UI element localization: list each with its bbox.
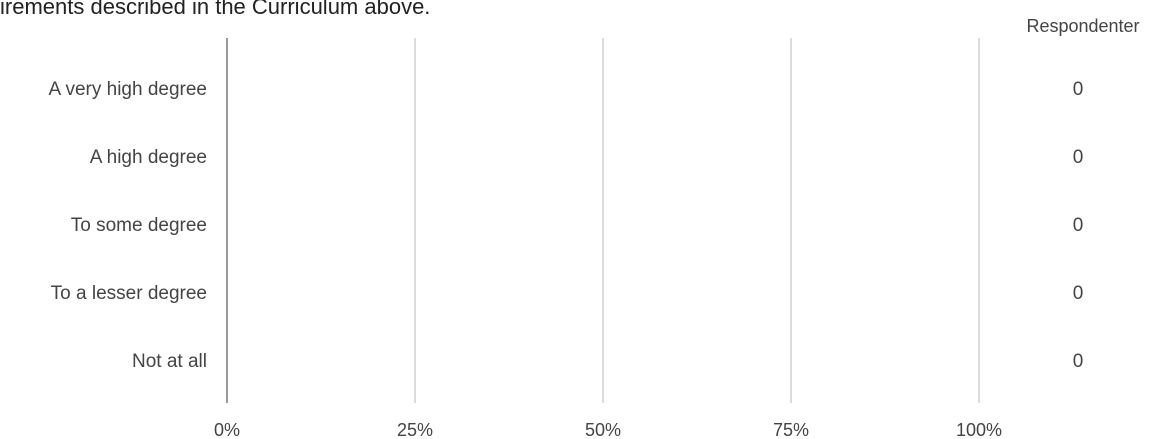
x-tick-label: 25% xyxy=(397,420,433,439)
x-tick-label: 75% xyxy=(773,420,809,439)
respondents-header: Respondenter xyxy=(1026,16,1139,36)
chart-title: irements described in the Curriculum abo… xyxy=(0,0,431,19)
gridlines xyxy=(226,38,980,403)
x-tick-label: 50% xyxy=(585,420,621,439)
respondent-counts: 0 0 0 0 0 xyxy=(1073,79,1084,372)
x-tick-labels: 0% 25% 50% 75% 100% xyxy=(214,420,1002,439)
category-label: Not at all xyxy=(132,351,207,372)
respondent-count: 0 xyxy=(1073,79,1084,100)
respondent-count: 0 xyxy=(1073,215,1084,236)
category-labels: A very high degree A high degree To some d… xyxy=(49,79,207,372)
respondent-count: 0 xyxy=(1073,283,1084,304)
respondent-count: 0 xyxy=(1073,351,1084,372)
x-tick-label: 100% xyxy=(956,420,1002,439)
category-label: To a lesser degree xyxy=(51,283,207,304)
respondent-count: 0 xyxy=(1073,147,1084,168)
category-label: To some degree xyxy=(71,215,207,236)
x-tick-label: 0% xyxy=(214,420,240,439)
category-label: A very high degree xyxy=(49,79,207,100)
category-label: A high degree xyxy=(90,147,207,168)
